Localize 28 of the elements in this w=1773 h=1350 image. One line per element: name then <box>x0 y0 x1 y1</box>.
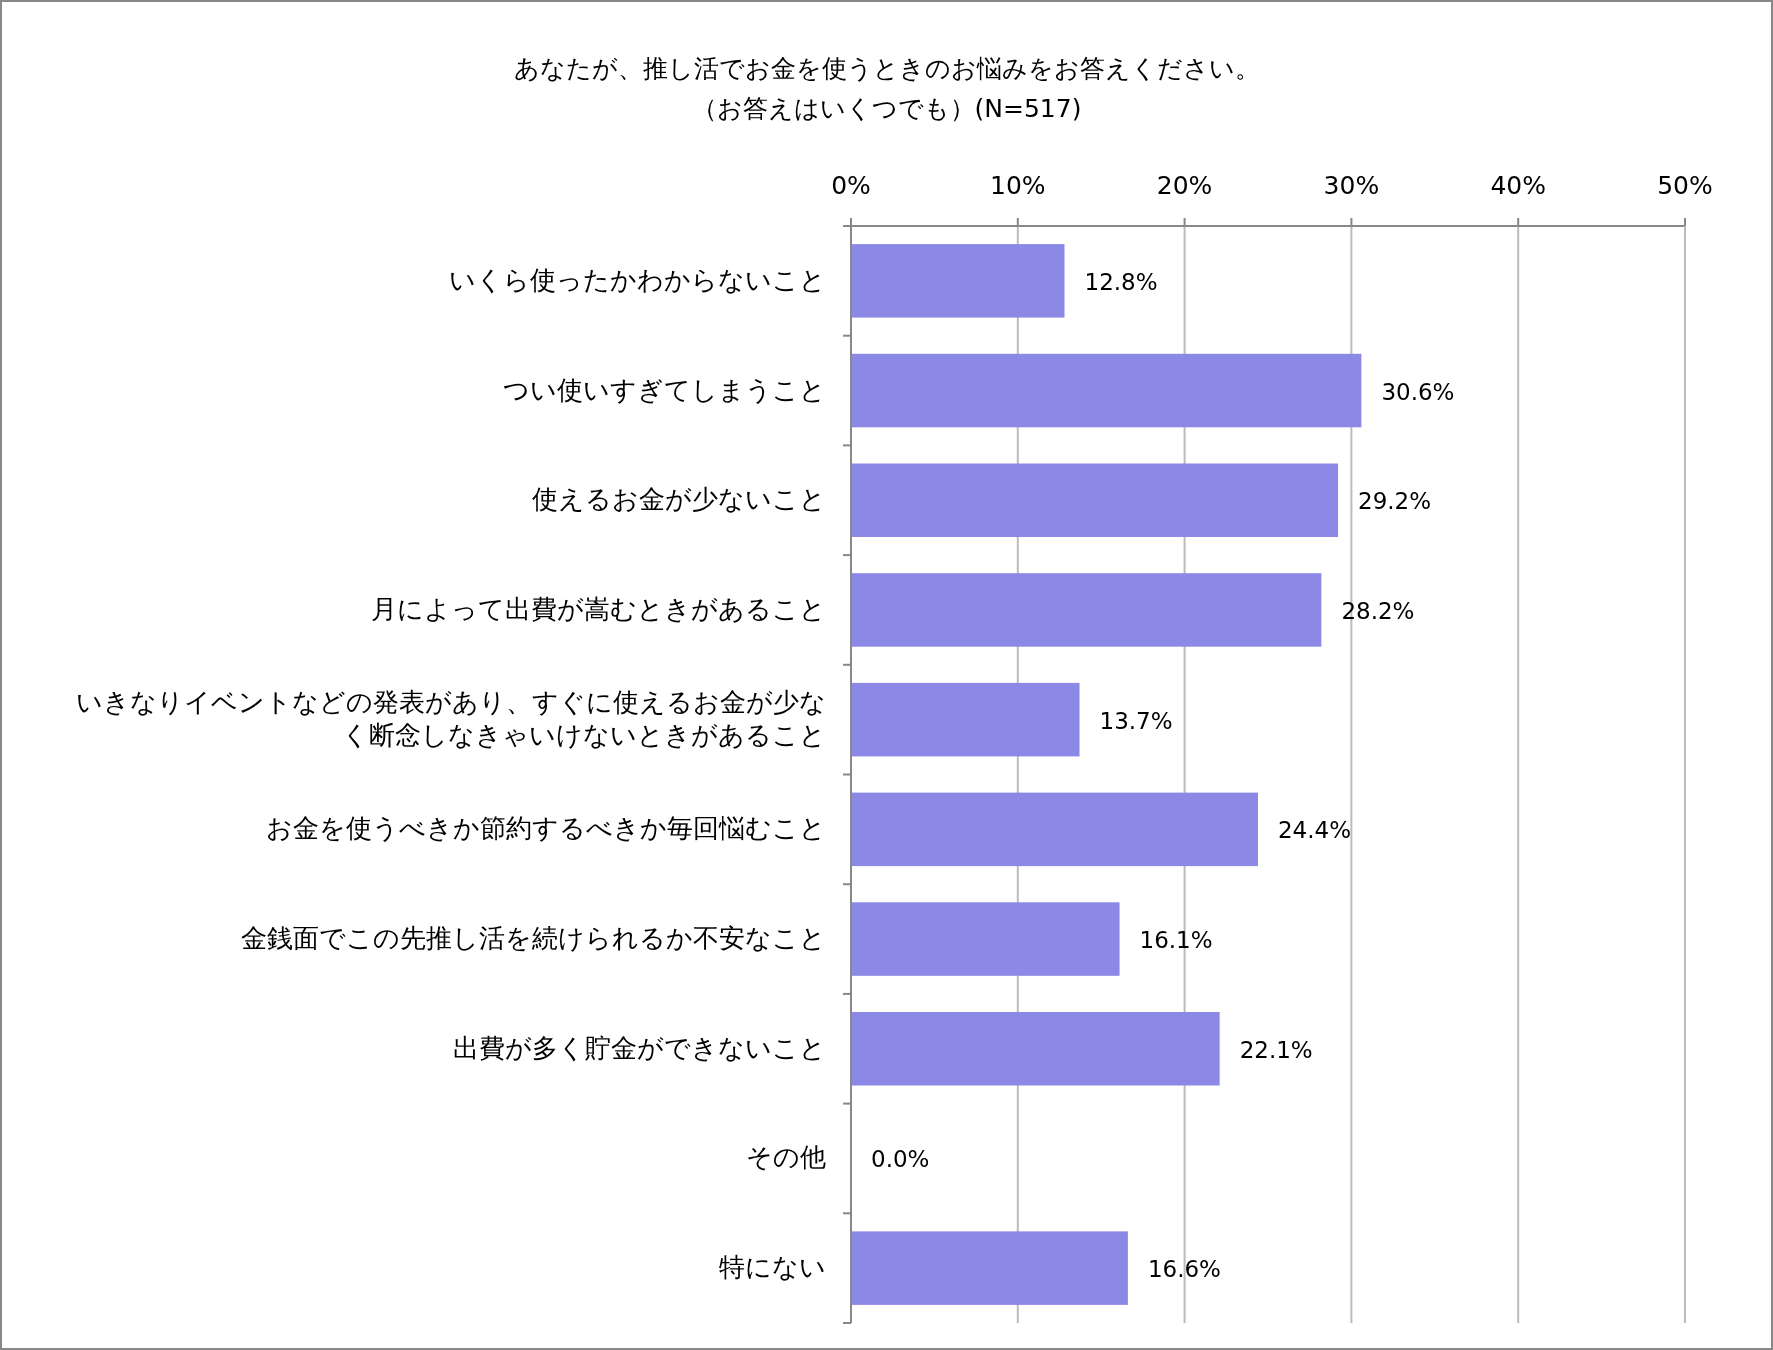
category: いくら使ったかわからないこと <box>449 264 826 295</box>
value-label: 22.1% <box>1239 1036 1313 1063</box>
value-label: 13.7% <box>1099 707 1173 734</box>
value-label: 24.4% <box>1278 816 1352 843</box>
value-label: 16.6% <box>1147 1255 1221 1282</box>
xtick: 10% <box>990 171 1046 200</box>
category: いきなりイベントなどの発表があり、すぐに使えるお金が少なく断念しなきゃいけないときがあること <box>76 686 826 750</box>
value-label: 30.6% <box>1381 378 1455 405</box>
category: 出費が多く貯金ができないこと <box>453 1032 826 1063</box>
category: 使えるお金が少ないこと <box>532 483 826 514</box>
xtick: 30% <box>1323 171 1380 200</box>
title: あなたが、推し活でお金を使うときのお悩みをお答えください。 <box>513 54 1260 83</box>
xtick: 0% <box>831 171 871 200</box>
category: つい使いすぎてしまうこと <box>503 374 826 405</box>
value-label: 28.2% <box>1341 597 1415 624</box>
category: その他 <box>746 1141 826 1172</box>
category: 特にない <box>719 1251 826 1282</box>
subtitle: （お答えはいくつでも）(N=517) <box>691 94 1082 123</box>
value-label: 0.0% <box>871 1145 930 1172</box>
category: お金を使うべきか節約するべきか毎回悩むこと <box>266 812 826 843</box>
xtick: 40% <box>1490 171 1546 200</box>
xtick: 20% <box>1156 171 1213 200</box>
category: 月によって出費が嵩むときがあること <box>371 593 826 624</box>
value-label: 16.1% <box>1139 926 1213 953</box>
category: 金銭面でこの先推し活を続けられるか不安なこと <box>241 922 826 953</box>
value-label: 12.8% <box>1084 268 1158 295</box>
xtick: 50% <box>1657 171 1713 200</box>
value-label: 29.2% <box>1358 487 1432 514</box>
